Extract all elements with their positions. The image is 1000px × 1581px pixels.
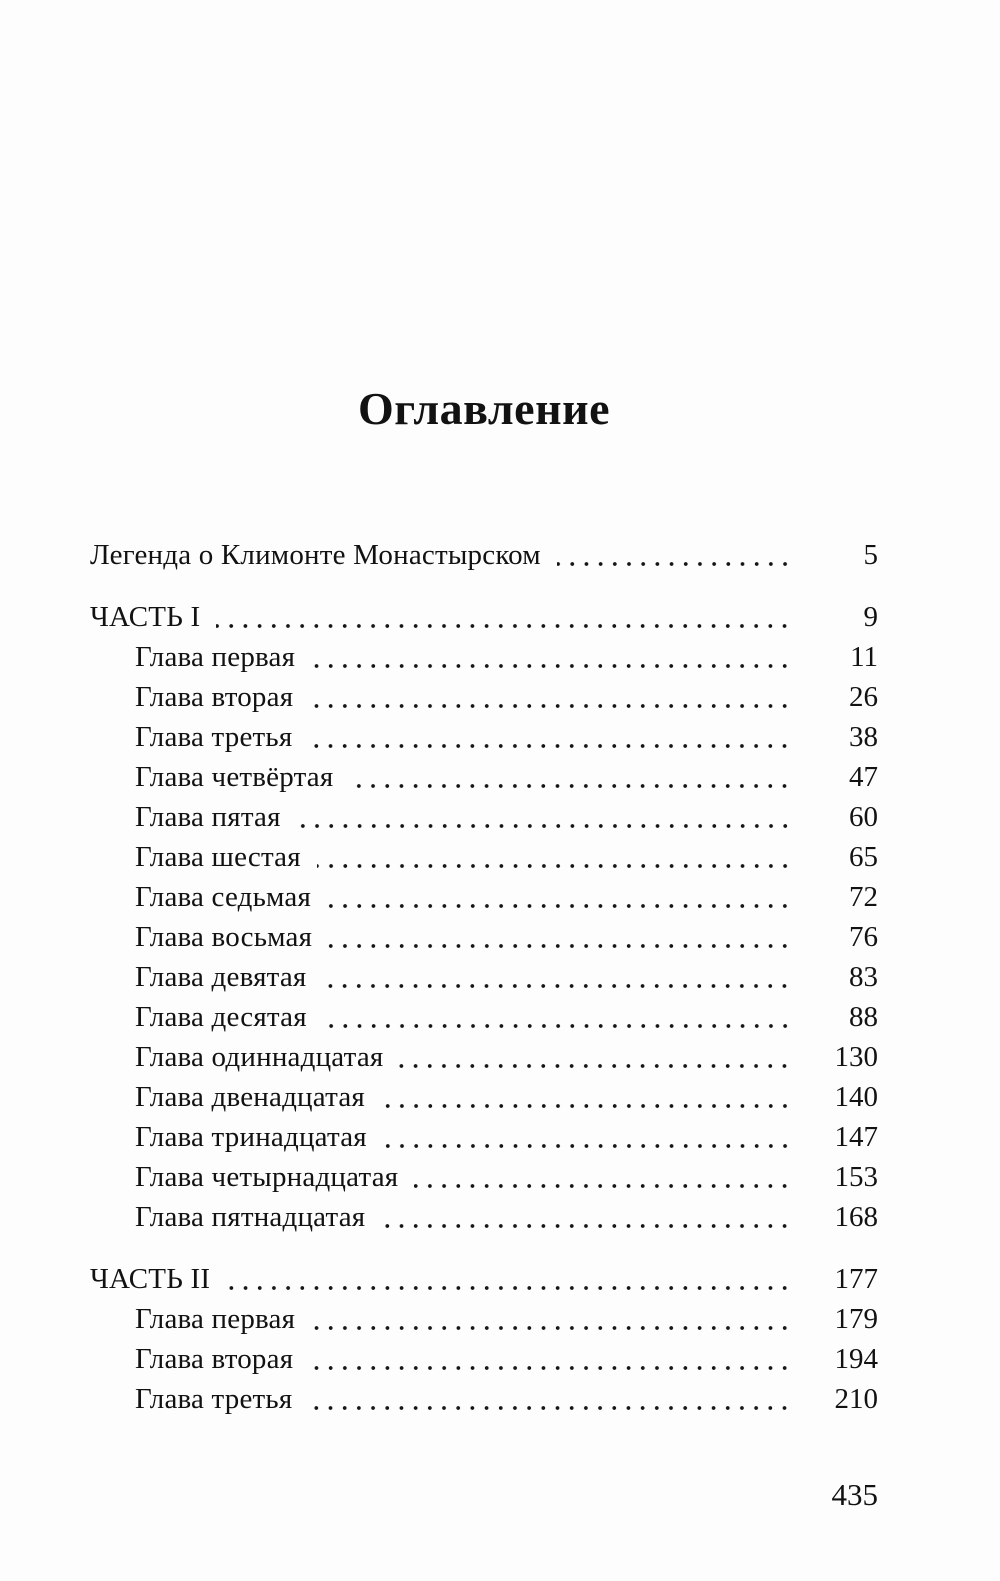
dot-leader [399, 1037, 794, 1077]
toc-entry-page: 210 [834, 1383, 879, 1415]
dot-leader [349, 757, 794, 797]
toc-entry: Глава одиннадцатая 130 [90, 1037, 878, 1077]
toc-entry-label: Глава третья [135, 1383, 293, 1415]
dot-leader [316, 837, 794, 877]
toc-entry-page: 194 [834, 1343, 879, 1375]
dot-leader [380, 1077, 794, 1117]
toc-entry-page: 47 [849, 761, 878, 793]
toc-entry: Глава пятнадцатая 168 [90, 1197, 878, 1237]
dot-leader [381, 1197, 794, 1237]
toc-entry-label: Глава первая [135, 1303, 296, 1335]
toc-entry: Глава вторая 26 [90, 677, 878, 717]
toc-entry-page: 130 [834, 1041, 879, 1073]
toc-entry-page: 88 [849, 1001, 878, 1033]
toc-entry: Глава двенадцатая 140 [90, 1077, 878, 1117]
toc-entry-page: 26 [849, 681, 878, 713]
dot-leader [327, 877, 794, 917]
dot-leader [556, 535, 794, 575]
toc-entry-label: Глава восьмая [135, 921, 313, 953]
dot-leader [308, 1379, 794, 1419]
toc-entry: Глава третья 210 [90, 1379, 878, 1419]
toc-entry-label: ЧАСТЬ II [90, 1263, 211, 1295]
toc-entry: Глава восьмая 76 [90, 917, 878, 957]
toc-entry: Глава тринадцатая 147 [90, 1117, 878, 1157]
toc-entry-label: Глава пятая [135, 801, 281, 833]
toc-entry: Глава девятая 83 [90, 957, 878, 997]
dot-leader [322, 957, 794, 997]
toc-entry: Глава четырнадцатая 153 [90, 1157, 878, 1197]
toc-entry: Глава четвёртая 47 [90, 757, 878, 797]
toc-entry: Глава первая 179 [90, 1299, 878, 1339]
toc-entry-label: Глава вторая [135, 1343, 294, 1375]
toc-entry-label: Глава шестая [135, 841, 301, 873]
toc-entry: ЧАСТЬ II 177 [90, 1259, 878, 1299]
toc-entry: Глава вторая 194 [90, 1339, 878, 1379]
toc-entry-label: Глава четырнадцатая [135, 1161, 399, 1193]
toc-entry-page: 38 [849, 721, 878, 753]
dot-leader [309, 677, 794, 717]
toc-entry-page: 65 [849, 841, 878, 873]
toc-entry: Глава третья 38 [90, 717, 878, 757]
toc-entry-label: Глава тринадцатая [135, 1121, 367, 1153]
dot-leader [311, 637, 794, 677]
toc-list: Легенда о Климонте Монастырском 5 ЧАСТЬ I 9… [90, 535, 878, 1419]
toc-entry-page: 11 [850, 641, 878, 673]
toc-entry: Глава шестая 65 [90, 837, 878, 877]
toc-entry-label: Легенда о Климонте Монастырском [90, 539, 541, 571]
dot-leader [216, 597, 794, 637]
page-number: 435 [831, 1477, 879, 1512]
dot-leader [414, 1157, 794, 1197]
toc-entry-page: 72 [849, 881, 878, 913]
toc-entry-label: Глава девятая [135, 961, 307, 993]
toc-entry: Глава седьмая 72 [90, 877, 878, 917]
toc-entry-label: Глава вторая [135, 681, 294, 713]
toc-entry-page: 168 [834, 1201, 879, 1233]
toc-entry-page: 140 [834, 1081, 879, 1113]
page-title: Оглавление [357, 383, 611, 434]
toc-entry-page: 179 [834, 1303, 879, 1335]
toc-entry-page: 76 [849, 921, 878, 953]
toc-entry-label: Глава третья [135, 721, 293, 753]
toc-entry-label: Глава десятая [135, 1001, 307, 1033]
dot-leader [309, 1339, 794, 1379]
toc-entry: Глава пятая 60 [90, 797, 878, 837]
toc-entry-label: Глава четвёртая [135, 761, 334, 793]
toc-entry-page: 9 [863, 601, 879, 633]
toc-entry: Глава десятая 88 [90, 997, 878, 1037]
dot-leader [322, 997, 794, 1037]
dot-leader [328, 917, 794, 957]
toc-entry-page: 5 [863, 539, 879, 571]
toc-entry-label: ЧАСТЬ I [90, 601, 201, 633]
toc-entry-page: 83 [849, 961, 878, 993]
toc-entry-page: 153 [834, 1161, 879, 1193]
toc-entry-label: Глава двенадцатая [135, 1081, 365, 1113]
toc-entry-page: 177 [834, 1263, 879, 1295]
toc-entry: ЧАСТЬ I 9 [90, 597, 878, 637]
toc-entry-label: Глава одиннадцатая [135, 1041, 384, 1073]
dot-leader [382, 1117, 794, 1157]
toc-entry-label: Глава первая [135, 641, 296, 673]
toc-entry-page: 147 [834, 1121, 879, 1153]
toc-entry: Легенда о Климонте Монастырском 5 [90, 535, 878, 575]
dot-leader [311, 1299, 794, 1339]
dot-leader [296, 797, 794, 837]
toc-entry-label: Глава пятнадцатая [135, 1201, 366, 1233]
toc-entry-page: 60 [849, 801, 878, 833]
toc-entry-label: Глава седьмая [135, 881, 312, 913]
dot-leader [226, 1259, 794, 1299]
dot-leader [308, 717, 794, 757]
toc-entry: Глава первая 11 [90, 637, 878, 677]
